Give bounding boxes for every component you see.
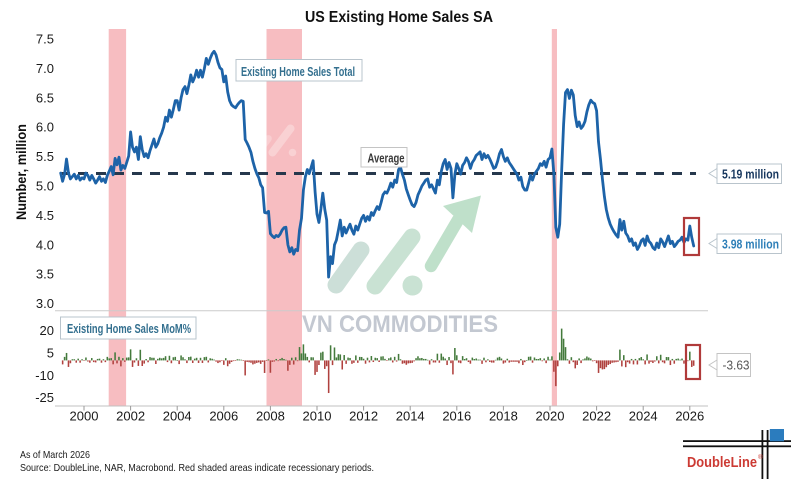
svg-text:2016: 2016: [442, 409, 471, 424]
svg-text:As of March 2026: As of March 2026: [20, 449, 90, 461]
svg-text:US Existing Home Sales SA: US Existing Home Sales SA: [305, 9, 493, 26]
svg-text:7.5: 7.5: [36, 32, 54, 47]
svg-text:Average: Average: [368, 152, 405, 166]
svg-text:Existing Home Sales Total: Existing Home Sales Total: [241, 65, 355, 79]
svg-text:-3.63: -3.63: [723, 358, 750, 373]
svg-text:Source: DoubleLine, NAR, Macro: Source: DoubleLine, NAR, Macrobond. Red …: [20, 462, 374, 474]
svg-text:2022: 2022: [582, 409, 611, 424]
svg-text:2000: 2000: [70, 409, 99, 424]
svg-text:2008: 2008: [256, 409, 285, 424]
svg-text:-10: -10: [35, 368, 54, 383]
svg-text:6.0: 6.0: [36, 120, 54, 135]
svg-text:2020: 2020: [536, 409, 565, 424]
svg-text:6.5: 6.5: [36, 90, 54, 105]
svg-text:VN COMMODITIES: VN COMMODITIES: [302, 311, 498, 338]
svg-text:2024: 2024: [629, 409, 658, 424]
svg-text:Number, million: Number, million: [13, 124, 29, 220]
svg-text:DoubleLine: DoubleLine: [687, 455, 757, 471]
svg-text:2014: 2014: [396, 409, 425, 424]
svg-text:3.0: 3.0: [36, 296, 54, 311]
svg-text:3.5: 3.5: [36, 267, 54, 282]
svg-text:20: 20: [40, 323, 54, 338]
svg-text:5.0: 5.0: [36, 179, 54, 194]
svg-text:2018: 2018: [489, 409, 518, 424]
svg-text:®: ®: [758, 453, 763, 461]
svg-text:2006: 2006: [209, 409, 238, 424]
svg-text:2012: 2012: [349, 409, 378, 424]
svg-text:4.0: 4.0: [36, 237, 54, 252]
svg-text:3.98 million: 3.98 million: [722, 238, 779, 252]
svg-text:4.5: 4.5: [36, 208, 54, 223]
svg-text:5.19 million: 5.19 million: [722, 168, 779, 182]
svg-text:5: 5: [47, 346, 54, 361]
svg-text:2026: 2026: [675, 409, 704, 424]
svg-text:5.5: 5.5: [36, 149, 54, 164]
svg-text:Existing Home Sales MoM%: Existing Home Sales MoM%: [67, 322, 191, 336]
svg-text:7.0: 7.0: [36, 61, 54, 76]
svg-text:2004: 2004: [163, 409, 192, 424]
svg-text:-25: -25: [35, 390, 54, 405]
svg-text:2010: 2010: [303, 409, 332, 424]
svg-text:2002: 2002: [116, 409, 145, 424]
